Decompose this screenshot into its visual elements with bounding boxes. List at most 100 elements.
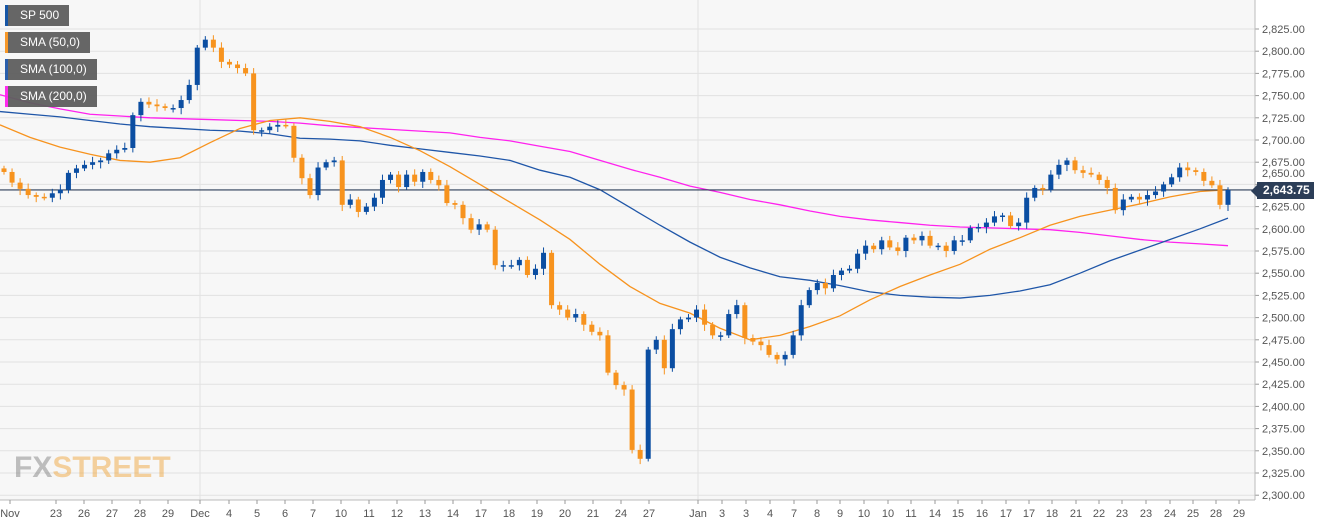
candle-body bbox=[243, 68, 249, 74]
candle bbox=[404, 170, 410, 190]
candle bbox=[347, 194, 353, 209]
candle-body bbox=[202, 39, 208, 48]
candle bbox=[41, 193, 47, 201]
candle bbox=[581, 311, 587, 331]
candle bbox=[452, 200, 458, 210]
candle-body bbox=[339, 160, 345, 205]
legend-sma-50[interactable]: SMA (50,0) bbox=[5, 32, 91, 53]
candle-body bbox=[573, 314, 579, 318]
candle-body bbox=[1209, 180, 1215, 186]
candle-body bbox=[734, 305, 740, 315]
candle-body bbox=[17, 182, 23, 189]
candle bbox=[444, 179, 450, 206]
candle bbox=[742, 302, 748, 345]
candle bbox=[1112, 183, 1118, 214]
candle-body bbox=[90, 162, 96, 165]
candle-body bbox=[887, 240, 893, 248]
legend-sma-100[interactable]: SMA (100,0) bbox=[5, 59, 97, 80]
candle-body bbox=[1120, 199, 1126, 211]
candle-body bbox=[1096, 174, 1102, 180]
candle bbox=[806, 287, 812, 308]
candle bbox=[838, 267, 844, 281]
candle-body bbox=[82, 164, 88, 169]
candle bbox=[500, 260, 506, 272]
y-tick-label: 2,475.00 bbox=[1262, 335, 1305, 347]
candle-body bbox=[1008, 215, 1014, 227]
candle-body bbox=[1088, 172, 1094, 175]
candle-body bbox=[1072, 160, 1078, 171]
candle-body bbox=[935, 245, 941, 248]
candle-body bbox=[645, 349, 651, 459]
candle-body bbox=[597, 331, 603, 336]
candle bbox=[943, 242, 949, 258]
candle-body bbox=[1056, 164, 1062, 175]
candle-body bbox=[581, 314, 587, 325]
candle bbox=[283, 119, 289, 129]
candle-body bbox=[726, 314, 732, 336]
candle bbox=[1201, 168, 1207, 187]
candle-body bbox=[49, 193, 55, 198]
candle bbox=[1088, 167, 1094, 178]
x-tick-label: 10 bbox=[858, 508, 870, 520]
x-tick-label: 25 bbox=[1187, 508, 1199, 520]
candle-body bbox=[146, 101, 152, 105]
candle-body bbox=[951, 240, 957, 251]
y-tick-label: 2,750.00 bbox=[1262, 91, 1305, 103]
candle-body bbox=[1128, 196, 1134, 200]
candle-body bbox=[847, 268, 853, 271]
candle bbox=[323, 159, 329, 171]
candle-body bbox=[541, 252, 547, 269]
candle-body bbox=[718, 335, 724, 337]
x-tick-label: 8 bbox=[814, 508, 820, 520]
candle bbox=[1161, 181, 1167, 197]
legend-sp500[interactable]: SP 500 bbox=[5, 5, 70, 26]
candle bbox=[162, 103, 168, 111]
candle-body bbox=[516, 259, 522, 266]
candle-body bbox=[468, 218, 474, 230]
candle bbox=[782, 351, 788, 366]
candle-body bbox=[267, 126, 273, 131]
candle-body bbox=[766, 345, 772, 355]
candle bbox=[774, 352, 780, 364]
candle-body bbox=[57, 189, 63, 194]
x-tick-label: 28 bbox=[1210, 508, 1222, 520]
x-tick-label: 16 bbox=[976, 508, 988, 520]
candle bbox=[130, 112, 136, 153]
candle bbox=[677, 316, 683, 335]
x-tick-label: 10 bbox=[335, 508, 347, 520]
candle-body bbox=[460, 204, 466, 219]
candle bbox=[919, 231, 925, 246]
candle bbox=[790, 330, 796, 359]
candle bbox=[1, 165, 7, 175]
candle-body bbox=[194, 47, 200, 85]
candle-body bbox=[661, 339, 667, 369]
candle bbox=[895, 242, 901, 256]
x-tick-label: 18 bbox=[503, 508, 515, 520]
legend-sma-200[interactable]: SMA (200,0) bbox=[5, 86, 97, 107]
candle bbox=[645, 346, 651, 462]
candle-body bbox=[637, 449, 643, 459]
candle bbox=[138, 98, 144, 122]
candle-body bbox=[1169, 177, 1175, 185]
x-tick-label: 23 bbox=[50, 508, 62, 520]
candle bbox=[1040, 184, 1046, 196]
candle-body bbox=[235, 64, 241, 69]
candle bbox=[235, 60, 241, 74]
y-tick-label: 2,775.00 bbox=[1262, 68, 1305, 80]
candle-body bbox=[1104, 179, 1110, 188]
candle-body bbox=[371, 197, 377, 207]
candle bbox=[549, 250, 555, 309]
candle-body bbox=[291, 125, 297, 158]
candle bbox=[758, 337, 764, 351]
candle bbox=[750, 334, 756, 346]
x-tick-label: 15 bbox=[952, 508, 964, 520]
candle bbox=[1128, 194, 1134, 203]
candle-body bbox=[1144, 195, 1150, 200]
candle bbox=[911, 234, 917, 244]
candle bbox=[1008, 211, 1014, 229]
x-tick-label: 9 bbox=[837, 508, 843, 520]
candle-body bbox=[879, 240, 885, 250]
candle-body bbox=[307, 178, 313, 196]
y-tick-label: 2,450.00 bbox=[1262, 357, 1305, 369]
candle bbox=[855, 249, 861, 274]
